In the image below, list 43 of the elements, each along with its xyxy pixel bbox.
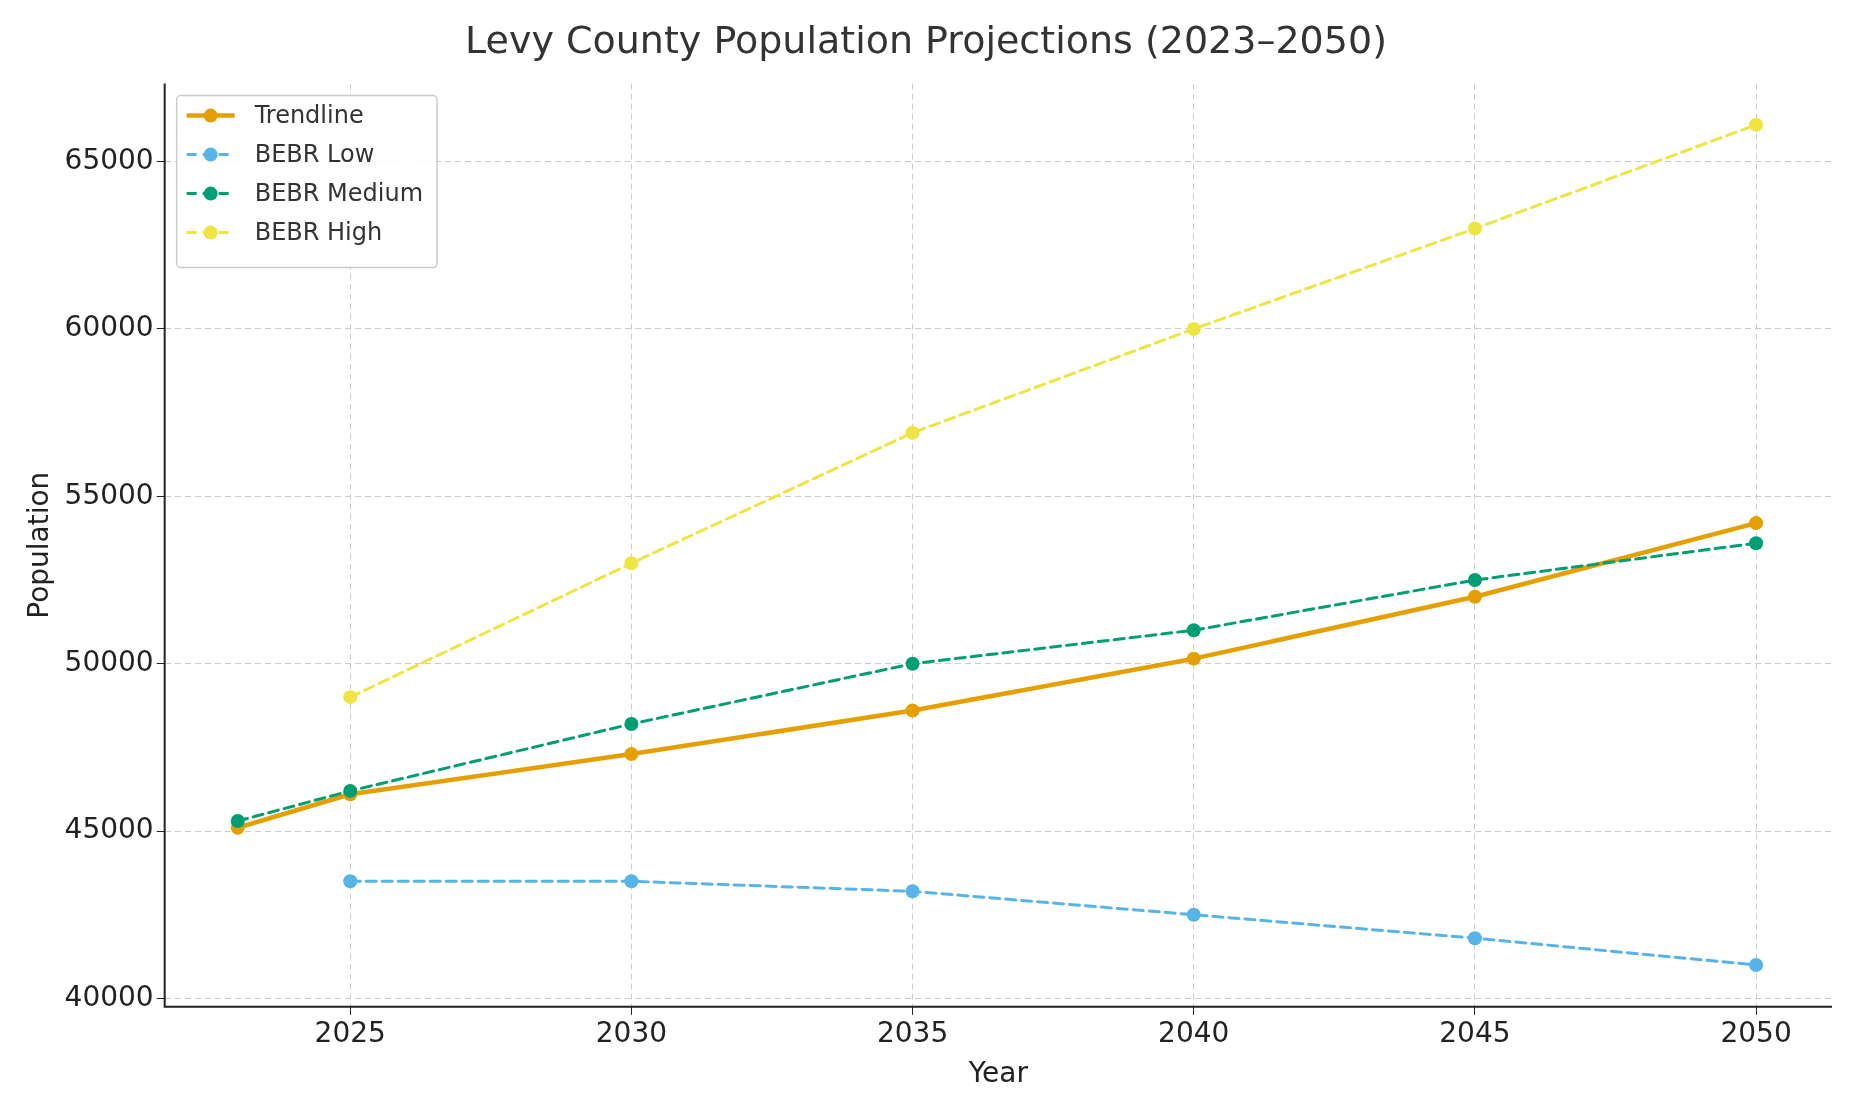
y-tick-label: 60000 <box>64 310 154 344</box>
x-tick-label: 2025 <box>314 1015 386 1049</box>
point <box>1186 651 1201 666</box>
y-tick-label: 55000 <box>64 477 154 511</box>
point <box>624 747 639 762</box>
point <box>343 690 358 705</box>
point <box>624 716 639 731</box>
legend-label: BEBR High <box>254 217 383 246</box>
y-tick-label: 65000 <box>64 142 154 176</box>
x-axis-title: Year <box>967 1056 1029 1090</box>
legend-label: BEBR Low <box>254 139 375 168</box>
point <box>343 874 358 889</box>
point <box>1186 623 1201 638</box>
x-tick-label: 2030 <box>595 1015 668 1049</box>
legend-label: Trendline <box>253 100 364 129</box>
point <box>1749 536 1764 551</box>
point <box>1467 573 1482 588</box>
point <box>1467 589 1482 604</box>
y-tick-label: 40000 <box>64 979 154 1013</box>
point <box>1467 221 1482 236</box>
point <box>624 556 639 571</box>
y-tick-label: 45000 <box>64 812 154 846</box>
y-tick-label: 50000 <box>64 644 154 678</box>
point <box>1186 907 1201 922</box>
point <box>1749 516 1764 531</box>
y-axis-title: Population <box>22 471 56 619</box>
point <box>1186 321 1201 336</box>
chart-title: Levy County Population Projections (2023–2050) <box>465 17 1387 62</box>
point <box>905 884 920 899</box>
point <box>905 703 920 718</box>
point <box>1749 117 1764 132</box>
x-tick-label: 2050 <box>1720 1015 1792 1049</box>
point <box>905 656 920 671</box>
x-tick-label: 2035 <box>876 1015 949 1049</box>
point <box>1749 957 1764 972</box>
point <box>230 814 245 829</box>
x-tick-label: 2045 <box>1439 1015 1511 1049</box>
point <box>343 783 358 798</box>
point <box>624 874 639 889</box>
x-tick-label: 2040 <box>1158 1015 1230 1049</box>
point <box>905 425 920 440</box>
point <box>1467 931 1482 946</box>
legend-label: BEBR Medium <box>254 178 424 207</box>
